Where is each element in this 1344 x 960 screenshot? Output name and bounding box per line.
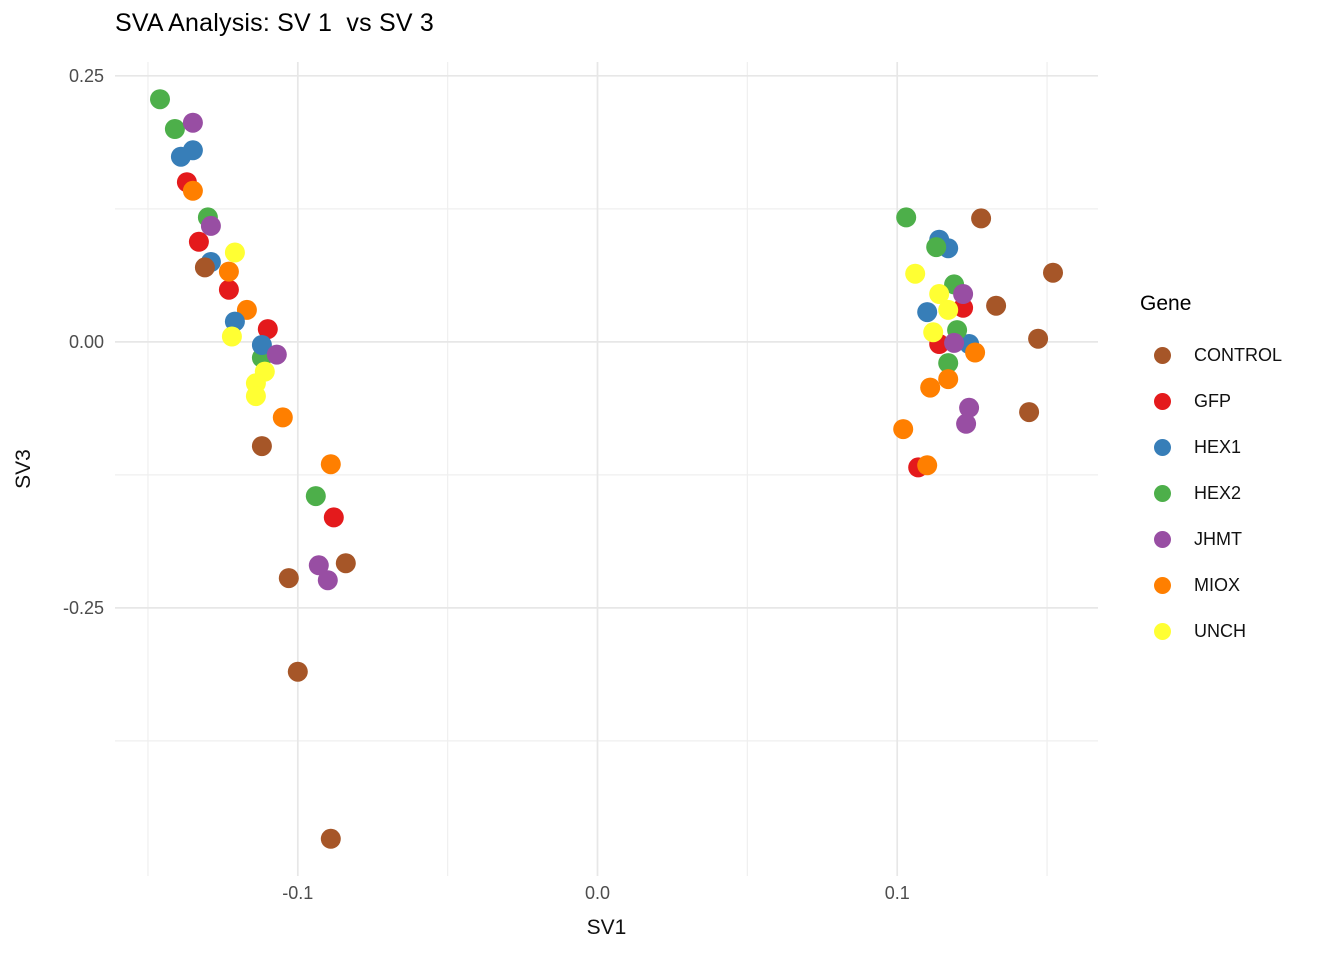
data-point [926,237,947,258]
legend-key-dot [1154,622,1171,640]
data-point [221,326,242,347]
x-axis-title: SV1 [586,916,627,939]
data-point [287,661,308,682]
legend-key-dot [1154,392,1171,410]
legend-items: CONTROL GFP HEX1 HEX2 JHMT MIOX UNCH [1140,332,1282,654]
data-point [944,332,965,353]
data-point [917,302,938,323]
legend-key-dot [1154,346,1171,364]
legend-key-dot [1154,484,1171,502]
plot-canvas [115,62,1098,876]
legend-item-label: JHMT [1194,528,1242,549]
data-point [920,377,941,398]
data-point [1043,262,1063,283]
data-point [905,263,926,284]
data-point [224,311,245,332]
legend-key-dot [1154,530,1171,548]
data-point [218,261,239,282]
data-point [929,284,950,304]
data-point [323,507,344,528]
data-point [194,257,215,278]
data-point [938,369,959,390]
legend-item: UNCH [1140,608,1282,654]
legend-key-dot [1154,438,1171,456]
data-point [218,279,239,300]
data-point [224,242,245,263]
legend-item-label: HEX1 [1194,436,1242,457]
data-point [893,419,914,440]
y-axis-title: SV3 [12,449,35,489]
data-point [986,295,1007,316]
y-tick-label: -0.25 [62,597,104,618]
data-point [953,284,974,304]
data-point [965,342,986,363]
data-point [959,397,980,418]
data-point [182,112,203,133]
data-point [170,146,191,167]
data-point [164,119,185,139]
legend: Gene CONTROL GFP HEX1 HEX2 JHMT MIOX UNCH [1140,292,1282,654]
chart-title: SVA Analysis: SV 1 vs SV 3 [115,9,434,37]
data-point [200,215,221,236]
data-point [251,436,272,457]
data-point [917,455,938,476]
y-tick-label: 0.25 [68,65,104,86]
legend-item-label: CONTROL [1194,344,1283,365]
legend-item: GFP [1140,378,1282,424]
data-point [251,335,272,355]
legend-item-label: UNCH [1194,620,1246,641]
legend-title: Gene [1140,292,1192,315]
x-tick-label: 0.1 [884,883,910,903]
data-point [182,180,203,201]
legend-item: HEX1 [1140,424,1282,470]
data-point [272,407,293,428]
data-point [938,353,959,374]
x-tick-label: 0.0 [584,883,611,903]
data-point [971,208,992,229]
data-point [896,207,917,228]
data-point [923,322,944,343]
data-point [938,299,959,320]
legend-item-label: HEX2 [1194,482,1242,503]
data-point [278,568,299,589]
data-point [188,231,209,252]
data-point [956,413,977,434]
data-point [320,828,341,849]
data-point [308,555,329,576]
data-point [150,89,170,110]
plot-panel [115,62,1098,876]
data-point [305,486,326,507]
legend-item: HEX2 [1140,470,1282,516]
data-point [335,553,356,574]
legend-key-dot [1154,576,1171,594]
data-point [317,570,338,591]
legend-item-label: MIOX [1194,574,1241,595]
data-point [257,319,278,340]
legend-item: MIOX [1140,562,1282,608]
data-point [320,454,341,475]
y-tick-label: 0.00 [68,331,104,352]
data-point [245,386,266,407]
legend-item: JHMT [1140,516,1282,562]
x-tick-label: -0.1 [282,883,314,903]
legend-item-label: GFP [1194,390,1232,411]
legend-item: CONTROL [1140,332,1282,378]
data-point [1019,402,1040,423]
data-point [1028,328,1049,349]
data-point [953,297,974,318]
data-point [266,344,287,365]
